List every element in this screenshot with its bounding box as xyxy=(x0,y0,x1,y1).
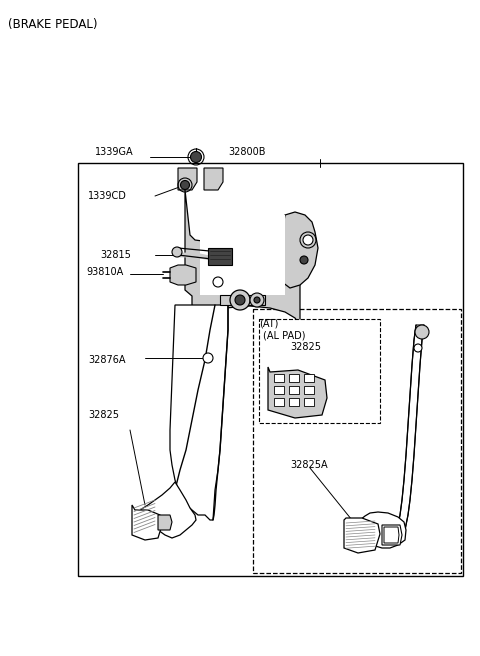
Polygon shape xyxy=(158,515,172,530)
Text: 32825: 32825 xyxy=(88,410,119,420)
Polygon shape xyxy=(220,295,265,305)
Text: 93810A: 93810A xyxy=(86,267,123,277)
Bar xyxy=(253,309,461,573)
Circle shape xyxy=(213,277,223,287)
Polygon shape xyxy=(274,374,284,382)
Polygon shape xyxy=(396,325,424,535)
Polygon shape xyxy=(268,367,327,418)
Polygon shape xyxy=(170,265,196,285)
Polygon shape xyxy=(382,525,402,545)
Polygon shape xyxy=(289,374,299,382)
Polygon shape xyxy=(140,482,196,538)
Circle shape xyxy=(250,293,264,307)
Circle shape xyxy=(300,256,308,264)
Circle shape xyxy=(414,344,422,352)
Polygon shape xyxy=(304,398,314,406)
Polygon shape xyxy=(384,527,399,543)
Polygon shape xyxy=(132,505,162,540)
Polygon shape xyxy=(289,386,299,394)
Text: (AL PAD): (AL PAD) xyxy=(263,330,305,340)
Polygon shape xyxy=(204,168,223,190)
Circle shape xyxy=(191,152,202,163)
Circle shape xyxy=(415,325,429,339)
Polygon shape xyxy=(178,168,197,190)
Polygon shape xyxy=(185,190,300,325)
Circle shape xyxy=(235,295,245,305)
Circle shape xyxy=(172,247,182,257)
Text: 1339GA: 1339GA xyxy=(95,147,133,157)
Bar xyxy=(78,163,463,576)
Text: (BRAKE PEDAL): (BRAKE PEDAL) xyxy=(8,18,97,31)
Text: 32876A: 32876A xyxy=(88,355,125,365)
Polygon shape xyxy=(356,512,406,548)
Polygon shape xyxy=(278,212,318,288)
Polygon shape xyxy=(304,374,314,382)
Text: 32800B: 32800B xyxy=(228,147,265,157)
Circle shape xyxy=(254,297,260,303)
Text: 32815: 32815 xyxy=(100,250,131,260)
Circle shape xyxy=(230,290,250,310)
Polygon shape xyxy=(274,398,284,406)
Bar xyxy=(259,319,380,423)
Polygon shape xyxy=(274,386,284,394)
Polygon shape xyxy=(208,248,232,265)
Polygon shape xyxy=(304,386,314,394)
Circle shape xyxy=(303,235,313,245)
Text: 1339CD: 1339CD xyxy=(88,191,127,201)
Circle shape xyxy=(203,353,213,363)
Circle shape xyxy=(180,180,190,190)
Polygon shape xyxy=(289,398,299,406)
Polygon shape xyxy=(170,305,228,520)
Text: 32825: 32825 xyxy=(290,342,321,352)
Text: 32825A: 32825A xyxy=(290,460,328,470)
Text: (AT): (AT) xyxy=(259,318,278,328)
Polygon shape xyxy=(200,215,285,295)
Polygon shape xyxy=(344,518,380,553)
